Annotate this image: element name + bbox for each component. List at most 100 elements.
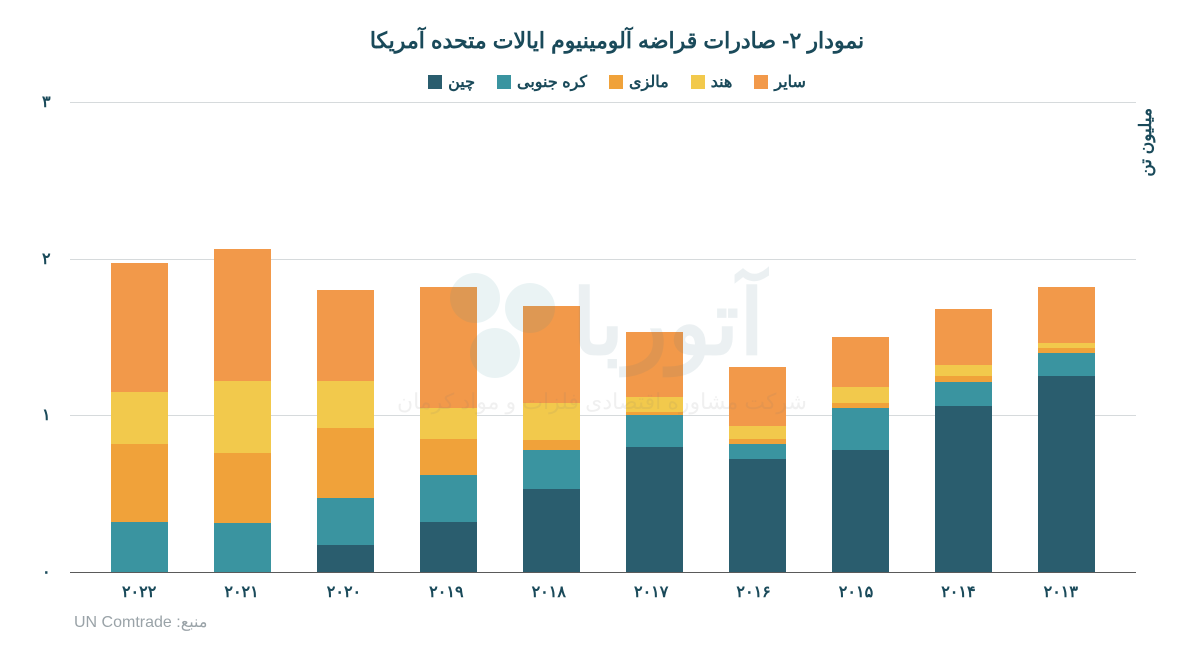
legend-item: هند	[691, 72, 733, 92]
x-tick-label: ۲۰۱۹	[395, 582, 497, 602]
legend-swatch	[428, 75, 442, 89]
stacked-bar	[1038, 102, 1095, 572]
bar-segment	[317, 290, 374, 381]
bar-segment	[214, 453, 271, 524]
bar-segment	[523, 440, 580, 449]
source-value: UN Comtrade	[74, 614, 172, 631]
bar-slot	[1015, 102, 1118, 572]
bar-slot	[88, 102, 191, 572]
bar-segment	[317, 545, 374, 572]
x-tick-label: ۲۰۲۰	[293, 582, 395, 602]
bar-segment	[729, 426, 786, 439]
bar-segment	[935, 309, 992, 365]
bar-segment	[523, 306, 580, 403]
bar-segment	[832, 387, 889, 403]
legend-label: چین	[448, 72, 475, 92]
legend-item: مالزی	[609, 72, 669, 92]
x-tick-label: ۲۰۱۷	[600, 582, 702, 602]
stacked-bar	[317, 102, 374, 572]
bar-segment	[626, 447, 683, 572]
legend-label: مالزی	[629, 72, 669, 92]
stacked-bar	[729, 102, 786, 572]
y-tick-label: ۱	[42, 405, 66, 425]
bar-slot	[603, 102, 706, 572]
bar-segment	[626, 415, 683, 446]
gridline	[70, 572, 1136, 573]
bar-segment	[523, 450, 580, 489]
x-tick-label: ۲۰۱۶	[702, 582, 804, 602]
bar-segment	[420, 287, 477, 408]
bar-segment	[626, 397, 683, 413]
y-tick-label: ۳	[42, 92, 66, 112]
y-tick-label: ۲	[42, 249, 66, 269]
legend-swatch	[497, 75, 511, 89]
stacked-bar	[420, 102, 477, 572]
bar-slot	[294, 102, 397, 572]
bar-segment	[214, 523, 271, 572]
bar-segment	[832, 408, 889, 450]
bar-segment	[420, 408, 477, 439]
x-tick-label: ۲۰۱۵	[805, 582, 907, 602]
bar-segment	[111, 392, 168, 444]
legend-item: کره جنوبی	[497, 72, 587, 92]
legend-label: سایر	[774, 72, 806, 92]
bar-segment	[317, 498, 374, 545]
chart-container: نمودار ۲- صادرات قراضه آلومینیوم ایالات …	[0, 0, 1204, 652]
bar-segment	[832, 450, 889, 572]
bar-segment	[420, 439, 477, 475]
legend-label: هند	[711, 72, 733, 92]
stacked-bar	[935, 102, 992, 572]
bar-segment	[523, 489, 580, 572]
bar-segment	[317, 381, 374, 428]
bar-segment	[214, 381, 271, 453]
y-tick-label: ۰	[42, 562, 66, 582]
bar-segment	[935, 382, 992, 406]
legend-swatch	[691, 75, 705, 89]
bar-segment	[111, 444, 168, 522]
bar-segment	[317, 428, 374, 499]
bar-segment	[729, 367, 786, 427]
bar-segment	[523, 403, 580, 441]
stacked-bar	[626, 102, 683, 572]
bar-segment	[1038, 376, 1095, 572]
stacked-bar	[523, 102, 580, 572]
bar-segment	[1038, 287, 1095, 343]
x-axis: ۲۰۱۳۲۰۱۴۲۰۱۵۲۰۱۶۲۰۱۷۲۰۱۸۲۰۱۹۲۰۲۰۲۰۲۱۲۰۲۲	[70, 572, 1130, 602]
bar-slot	[809, 102, 912, 572]
x-tick-label: ۲۰۲۱	[190, 582, 292, 602]
chart-legend: چین کره جنوبی مالزی هند سایر	[70, 72, 1164, 92]
legend-item: سایر	[754, 72, 806, 92]
source-label: منبع:	[176, 614, 207, 631]
bar-segment	[729, 444, 786, 460]
stacked-bar	[832, 102, 889, 572]
bar-segment	[935, 406, 992, 572]
stacked-bar	[111, 102, 168, 572]
x-tick-label: ۲۰۱۳	[1010, 582, 1112, 602]
bars-area	[70, 102, 1136, 572]
bar-segment	[214, 249, 271, 381]
stacked-bar	[214, 102, 271, 572]
bar-segment	[111, 263, 168, 391]
x-tick-label: ۲۰۲۲	[88, 582, 190, 602]
x-tick-label: ۲۰۱۸	[498, 582, 600, 602]
legend-item: چین	[428, 72, 475, 92]
bar-segment	[420, 522, 477, 572]
bar-segment	[935, 365, 992, 376]
bar-segment	[1038, 353, 1095, 377]
bar-segment	[111, 522, 168, 572]
legend-swatch	[754, 75, 768, 89]
y-axis-label: میلیون تن	[1136, 102, 1156, 183]
x-tick-label: ۲۰۱۴	[907, 582, 1009, 602]
plot-area: ۰۱۲۳	[70, 102, 1136, 572]
bar-slot	[500, 102, 603, 572]
legend-swatch	[609, 75, 623, 89]
bar-segment	[729, 459, 786, 572]
bar-segment	[626, 332, 683, 396]
chart-source: منبع: UN Comtrade	[70, 612, 1164, 632]
bar-segment	[832, 337, 889, 387]
bar-slot	[397, 102, 500, 572]
bar-slot	[191, 102, 294, 572]
bar-slot	[912, 102, 1015, 572]
bar-slot	[706, 102, 809, 572]
chart-title: نمودار ۲- صادرات قراضه آلومینیوم ایالات …	[70, 28, 1164, 54]
